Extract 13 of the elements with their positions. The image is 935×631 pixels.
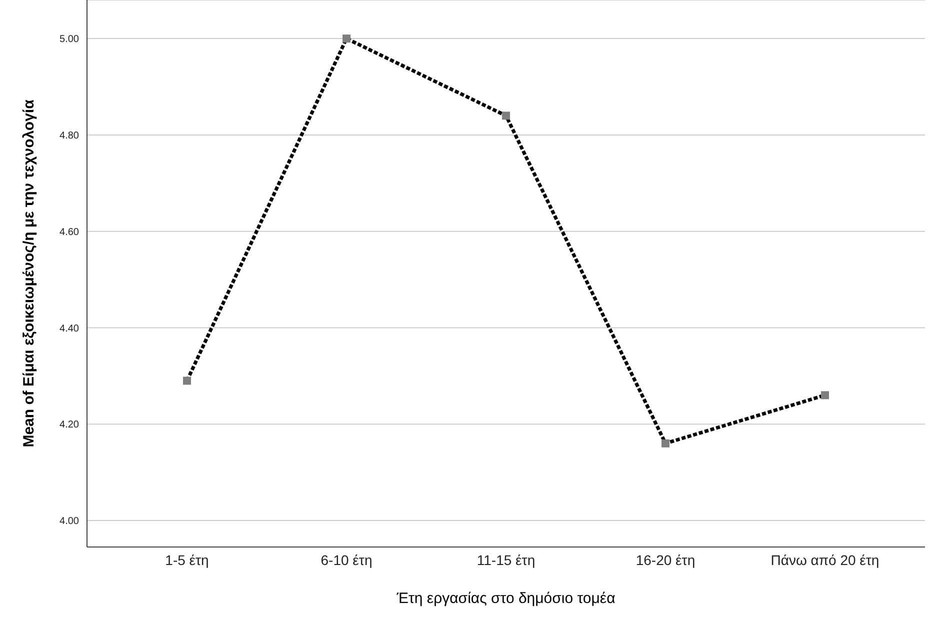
- x-tick-label: 16-20 έτη: [636, 552, 696, 568]
- y-tick-label: 4.40: [60, 323, 80, 334]
- x-tick-label: 6-10 έτη: [320, 552, 372, 568]
- x-tick-label: 1-5 έτη: [165, 552, 209, 568]
- y-axis-title: Mean of Είμαι εξοικειωμένος/η με την τεχνολογία: [20, 98, 38, 448]
- x-axis-title: Έτη εργασίας στο δημόσιο τομέα: [396, 590, 616, 607]
- y-tick-label: 4.20: [60, 420, 80, 431]
- x-tick-label: Πάνω από 20 έτη: [770, 552, 880, 568]
- y-tick-label: 5.00: [60, 34, 80, 46]
- y-tick-label: 4.80: [60, 130, 80, 142]
- x-tick-label: 11-15 έτη: [476, 552, 536, 568]
- y-tick-label: 4.60: [60, 226, 80, 238]
- y-tick-label: 4.00: [60, 516, 80, 528]
